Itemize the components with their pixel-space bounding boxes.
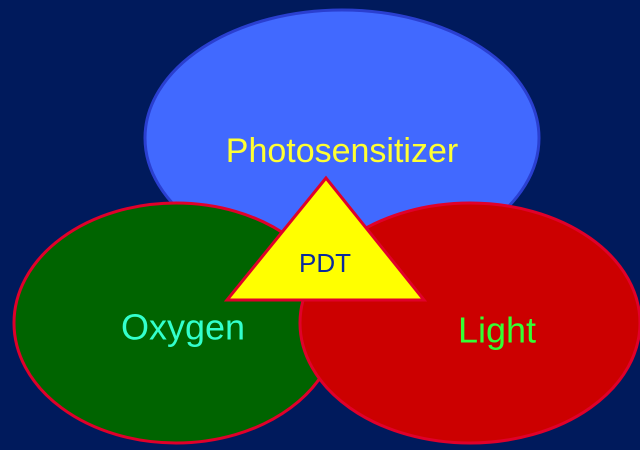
oxygen-label: Oxygen xyxy=(121,307,245,348)
photosensitizer-label: Photosensitizer xyxy=(226,132,458,170)
pdt-label: PDT xyxy=(299,248,351,278)
pdt-triangle xyxy=(223,175,428,302)
light-label: Light xyxy=(458,310,536,351)
